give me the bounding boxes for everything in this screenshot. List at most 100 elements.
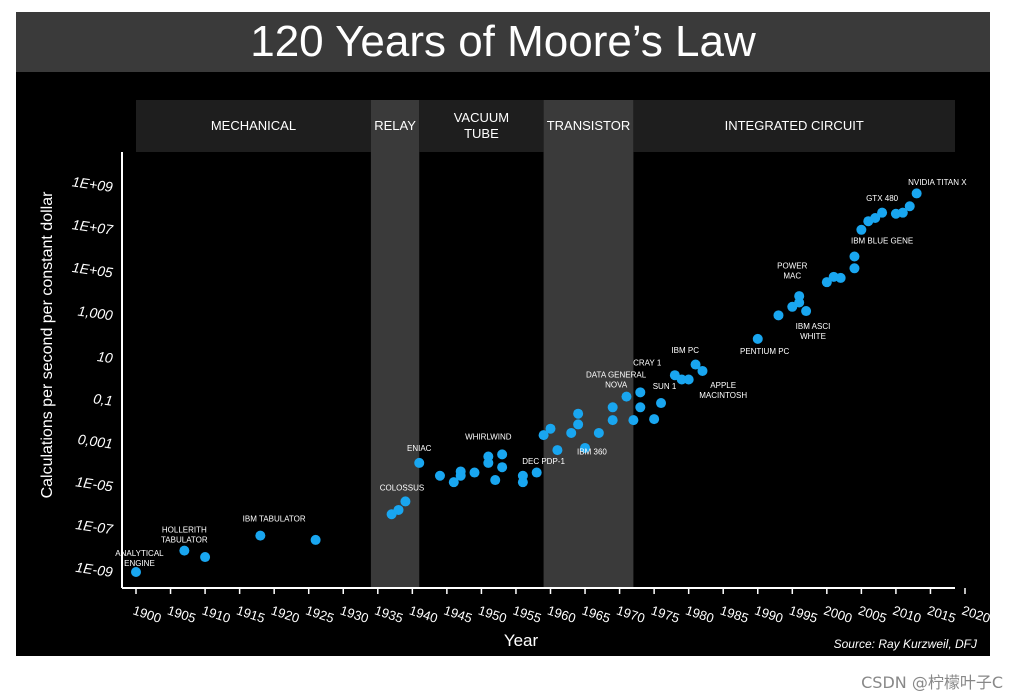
source-note: Source: Ray Kurzweil, DFJ: [834, 637, 978, 651]
x-tick-label: 2015: [926, 603, 958, 626]
data-point: [580, 442, 591, 453]
x-tick-label: 1965: [580, 603, 612, 626]
era-label: RELAY: [374, 118, 416, 133]
data-point: [676, 374, 687, 385]
x-tick-label: 2020: [960, 603, 992, 626]
data-point: [393, 504, 404, 515]
x-tick-label: 1955: [511, 603, 543, 626]
data-point: [434, 470, 445, 481]
data-point: [635, 387, 646, 398]
x-tick-label: 1975: [649, 603, 681, 626]
y-tick-label: 1E+05: [71, 259, 114, 281]
point-annotation: PENTIUM PC: [740, 347, 790, 356]
era-header-2: [419, 100, 544, 152]
data-point: [773, 310, 784, 321]
y-tick-label: 0,001: [77, 431, 114, 452]
point-annotation: GTX 480: [866, 194, 899, 203]
point-annotation: HOLLERITH TABULATOR: [161, 525, 208, 544]
data-point: [310, 534, 321, 545]
y-axis-title: Calculations per second per constant dol…: [39, 191, 56, 499]
data-point: [448, 477, 459, 488]
data-point: [455, 466, 466, 477]
x-tick-label: 1930: [338, 603, 370, 626]
point-annotation: IBM 360: [577, 447, 607, 456]
data-point: [801, 306, 812, 317]
data-point: [593, 427, 604, 438]
y-tick-label: 1E+09: [71, 173, 114, 195]
x-tick-label: 1900: [131, 603, 163, 626]
point-annotation: APPLE MACINTOSH: [699, 381, 747, 400]
data-point: [835, 272, 846, 283]
point-annotation: SUN 1: [653, 382, 677, 391]
era-header-4: [633, 100, 955, 152]
data-point: [573, 419, 584, 430]
y-tick-label: 1E-07: [75, 516, 115, 537]
y-tick-label: 0,1: [92, 390, 114, 409]
data-point: [897, 207, 908, 218]
era-label: MECHANICAL: [211, 118, 296, 133]
data-point: [856, 224, 867, 235]
data-point: [497, 449, 508, 460]
data-point: [607, 402, 618, 413]
point-annotation: IBM BLUE GENE: [851, 237, 913, 246]
data-point: [531, 467, 542, 478]
data-point: [538, 430, 549, 441]
x-axis-title: Year: [504, 631, 539, 650]
data-point: [483, 457, 494, 468]
point-annotation: COLOSSUS: [380, 484, 424, 493]
era-label: VACUUM TUBE: [454, 110, 509, 141]
point-annotation: DEC PDP-1: [522, 457, 565, 466]
data-point: [545, 423, 556, 434]
data-point: [497, 462, 508, 473]
data-point: [683, 374, 694, 385]
point-annotation: IBM ASCI WHITE: [796, 322, 831, 341]
data-point: [690, 359, 701, 370]
data-point: [566, 427, 577, 438]
data-point: [635, 402, 646, 413]
x-tick-label: 1925: [304, 603, 336, 626]
data-point: [621, 391, 632, 402]
x-tick-label: 1960: [546, 603, 578, 626]
x-tick-label: 1980: [684, 603, 716, 626]
era-band-3: [543, 100, 634, 588]
data-point: [255, 530, 266, 541]
x-tick-label: 2005: [856, 603, 888, 626]
data-point: [490, 475, 501, 486]
y-tick-label: 1E-09: [75, 559, 114, 580]
x-tick-label: 1945: [442, 603, 474, 626]
data-point: [179, 545, 190, 556]
y-tick-label: 1E-05: [75, 473, 114, 494]
point-annotation: IBM PC: [671, 346, 699, 355]
data-point: [849, 251, 860, 262]
x-tick-label: 1920: [269, 603, 301, 626]
point-annotation: POWER MAC: [777, 261, 807, 280]
x-tick-label: 1985: [718, 603, 750, 626]
era-header-0: [136, 100, 371, 152]
point-annotation: IBM TABULATOR: [243, 515, 306, 524]
chart-title: 120 Years of Moore’s Law: [250, 17, 756, 66]
x-tick-label: 1935: [373, 603, 405, 626]
point-annotation: ENIAC: [407, 444, 432, 453]
point-annotation: ANALYTICAL ENGINE: [115, 549, 164, 568]
y-tick-label: 1E+07: [71, 216, 115, 238]
data-point: [573, 408, 584, 419]
data-point: [628, 415, 639, 426]
x-tick-label: 2010: [891, 603, 923, 626]
y-tick-label: 10: [96, 348, 114, 366]
x-tick-label: 1940: [407, 603, 439, 626]
data-point: [656, 398, 667, 409]
data-point: [911, 188, 922, 199]
data-point: [794, 297, 805, 308]
era-label: TRANSISTOR: [547, 118, 631, 133]
x-tick-label: 1905: [166, 603, 198, 626]
data-point: [414, 457, 425, 468]
point-annotation: CRAY 1: [633, 359, 662, 368]
point-annotation: DATA GENERAL NOVA: [586, 370, 647, 389]
data-point: [400, 496, 411, 507]
watermark: CSDN @柠檬叶子C: [861, 673, 1003, 692]
x-tick-label: 1950: [476, 603, 508, 626]
data-point: [697, 365, 708, 376]
x-tick-label: 2000: [822, 603, 854, 626]
x-tick-label: 1910: [200, 603, 232, 626]
